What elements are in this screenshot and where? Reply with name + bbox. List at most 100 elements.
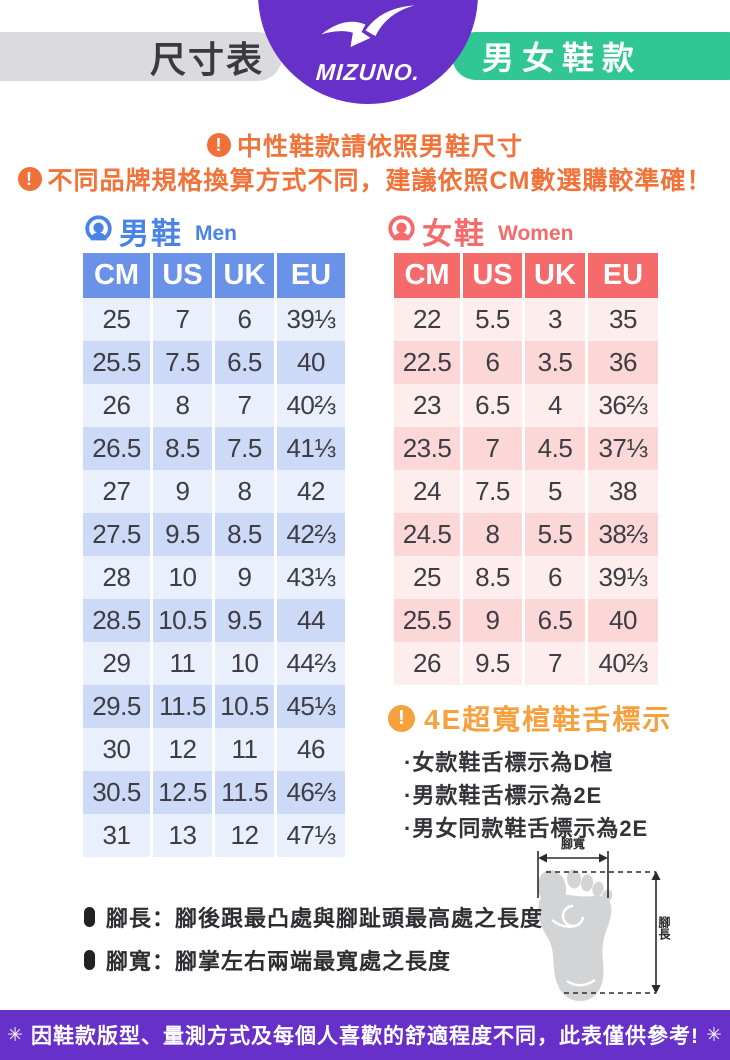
size-cell: 8 (463, 513, 522, 556)
size-cell: 25 (83, 298, 150, 341)
wide-last-item: ·女款鞋舌標示為D楦 (404, 750, 614, 775)
column-header: US (153, 253, 212, 298)
size-cell: 4 (525, 384, 585, 427)
size-cell: 23 (394, 384, 460, 427)
size-cell: 3 (525, 298, 585, 341)
column-header: CM (394, 253, 460, 298)
size-cell: 10 (153, 556, 212, 599)
mizuno-runbird-logo-icon (318, 2, 418, 57)
size-cell: 39⅓ (588, 556, 658, 599)
size-cell: 31 (83, 814, 150, 857)
warning-icon: ! (17, 167, 42, 191)
size-cell: 8 (153, 384, 212, 427)
table-header-row: CM US UK EU (83, 253, 345, 298)
size-cell: 5.5 (525, 513, 585, 556)
table-row: 27.5 9.5 8.5 42⅔ (83, 513, 345, 556)
size-cell: 29.5 (83, 685, 150, 728)
size-cell: 8.5 (215, 513, 274, 556)
size-cell: 12.5 (153, 771, 212, 814)
table-row: 26 8 7 40⅔ (83, 384, 345, 427)
size-cell: 7 (525, 642, 585, 685)
arrow-head (651, 871, 661, 880)
size-cell: 10 (215, 642, 274, 685)
women-subtitle: Women (498, 222, 574, 245)
size-cell: 26.5 (83, 427, 150, 470)
column-header: UK (525, 253, 585, 298)
size-cell: 22.5 (394, 341, 460, 384)
wide-last-info: ! 4E超寬楦鞋舌標示 ·女款鞋舌標示為D楦 ·男款鞋舌標示為2E ·男女同款鞋… (388, 698, 723, 845)
table-row: 28.5 10.5 9.5 44 (83, 599, 345, 642)
wide-last-item: ·男款鞋舌標示為2E (404, 783, 603, 808)
brand-wordmark: MIZUNO. (315, 59, 421, 85)
size-cell: 7 (215, 384, 274, 427)
size-cell: 24.5 (394, 513, 460, 556)
size-cell: 9.5 (153, 513, 212, 556)
size-cell: 10.5 (215, 685, 274, 728)
size-cell: 27 (83, 470, 150, 513)
size-cell: 12 (215, 814, 274, 857)
size-cell: 44⅔ (277, 642, 345, 685)
width-arrow (537, 851, 609, 898)
size-cell: 10.5 (153, 599, 212, 642)
size-cell: 40⅔ (277, 384, 345, 427)
size-cell: 47⅓ (277, 814, 345, 857)
size-cell: 42 (277, 470, 345, 513)
table-row: 26 9.5 7 40⅔ (394, 642, 658, 685)
size-cell: 36 (588, 341, 658, 384)
table-row: 29 11 10 44⅔ (83, 642, 345, 685)
oval-bullet-icon (84, 950, 95, 970)
size-cell: 35 (588, 298, 658, 341)
size-cell: 11 (153, 642, 212, 685)
size-cell: 37⅓ (588, 427, 658, 470)
size-cell: 9.5 (463, 642, 522, 685)
table-row: 25 7 6 39⅓ (83, 298, 345, 341)
size-cell: 9 (153, 470, 212, 513)
size-cell: 38⅔ (588, 513, 658, 556)
men-title: 男鞋 (119, 218, 183, 251)
foot-width-label: 腳寬 (561, 836, 585, 851)
foot-measurement-diagram: 腳寬 腳長 (537, 836, 671, 1001)
size-cell: 7.5 (463, 470, 522, 513)
size-cell: 6.5 (215, 341, 274, 384)
size-cell: 27.5 (83, 513, 150, 556)
size-cell: 6 (525, 556, 585, 599)
size-cell: 8 (215, 470, 274, 513)
size-cell: 40 (588, 599, 658, 642)
table-row: 29.5 11.5 10.5 45⅓ (83, 685, 345, 728)
notice-neutral-shoes: ! 中性鞋款請依照男鞋尺寸 (0, 127, 730, 163)
table-row: 23 6.5 4 36⅔ (394, 384, 658, 427)
size-cell: 6 (463, 341, 522, 384)
size-cell: 25.5 (394, 599, 460, 642)
size-cell: 9.5 (215, 599, 274, 642)
note-text: 腳長：腳後跟最凸處與腳趾頭最高處之長度 (106, 906, 544, 931)
foot-length-note: 腳長：腳後跟最凸處與腳趾頭最高處之長度 (84, 901, 543, 933)
notice-text: 不同品牌規格換算方式不同，建議依照CM數選購較準確！ (47, 167, 713, 195)
size-cell: 26 (83, 384, 150, 427)
size-cell: 5.5 (463, 298, 522, 341)
wide-last-heading: ! 4E超寬楦鞋舌標示 (388, 698, 723, 738)
column-header: EU (277, 253, 345, 298)
size-cell: 7.5 (153, 341, 212, 384)
women-title: 女鞋 (422, 218, 486, 251)
men-section-title: 男鞋 Men (85, 215, 237, 251)
size-cell: 7.5 (215, 427, 274, 470)
size-cell: 9 (215, 556, 274, 599)
table-row: 30.5 12.5 11.5 46⅔ (83, 771, 345, 814)
size-cell: 8.5 (463, 556, 522, 599)
starburst-icon: ✳ (7, 1024, 24, 1046)
wide-last-title: 4E超寬楦鞋舌標示 (424, 704, 673, 735)
person-icon (388, 215, 415, 247)
size-cell: 43⅓ (277, 556, 345, 599)
size-cell: 42⅔ (277, 513, 345, 556)
size-cell: 40⅔ (588, 642, 658, 685)
men-size-table: CM US UK EU 25 7 6 39⅓ 25.5 7.5 6.5 40 26 8 7 40⅔ 26.5 8.… (83, 253, 345, 857)
size-cell: 36⅔ (588, 384, 658, 427)
warning-icon: ! (388, 704, 415, 732)
size-cell: 12 (153, 728, 212, 771)
column-header: EU (588, 253, 658, 298)
table-row: 26.5 8.5 7.5 41⅓ (83, 427, 345, 470)
table-row: 24.5 8 5.5 38⅔ (394, 513, 658, 556)
disclaimer-bar: ✳ 因鞋款版型、量測方式及每個人喜歡的舒適程度不同，此表僅供參考! ✳ (0, 1010, 730, 1060)
brand-badge: MIZUNO. (258, 0, 478, 104)
table-row: 25 8.5 6 39⅓ (394, 556, 658, 599)
